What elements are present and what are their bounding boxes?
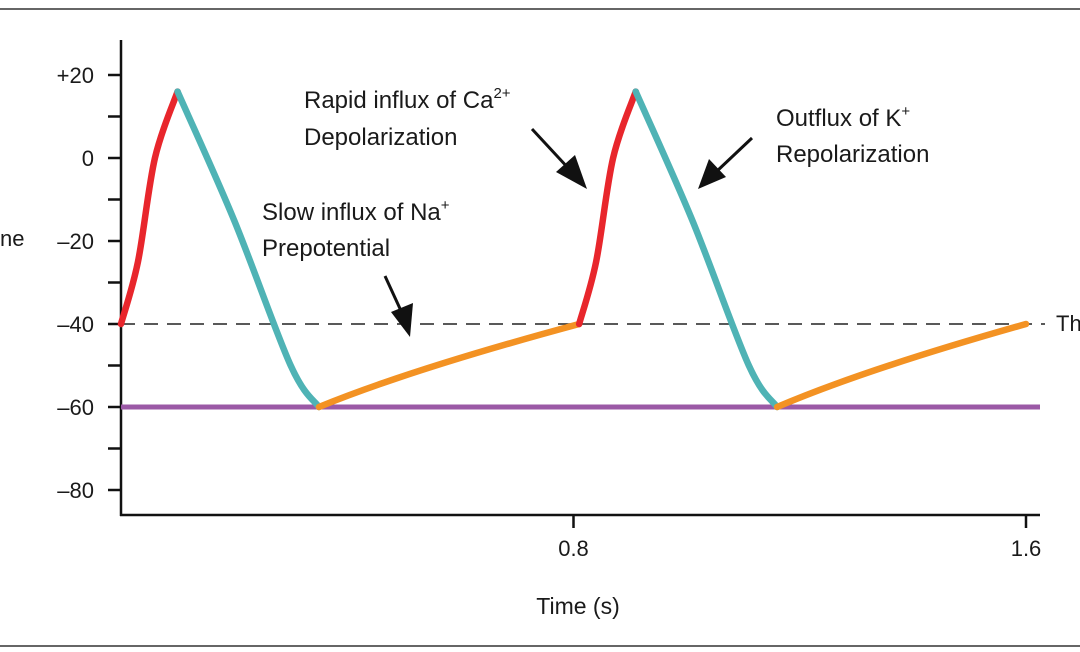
annotation-na-line2: Prepotential xyxy=(262,235,390,262)
annotation-ca-line2: Depolarization xyxy=(304,124,457,151)
curve-segment-depolarization-3 xyxy=(575,88,639,328)
membrane-potential-curve xyxy=(117,88,1030,411)
threshold-label-fragment: Th xyxy=(1056,311,1080,336)
x-axis-ticks: 0.8 1.6 xyxy=(558,515,1041,561)
arrow-k-icon xyxy=(698,136,754,189)
y-tick-label: –20 xyxy=(57,229,94,254)
x-tick-label: 0.8 xyxy=(558,536,589,561)
y-tick-label: +20 xyxy=(57,63,94,88)
annotation-k-line1: Outflux of K+ xyxy=(776,103,910,132)
curve-segment-repolarization-4 xyxy=(632,88,781,411)
annotation-na-line1: Slow influx of Na+ xyxy=(262,197,450,226)
curve-segment-prepotential-5 xyxy=(773,320,1030,411)
arrow-ca-icon xyxy=(530,127,587,189)
y-tick-label: 0 xyxy=(82,146,94,171)
y-tick-label: –40 xyxy=(57,312,94,337)
annotation-k-line2: Repolarization xyxy=(776,141,929,168)
arrow-na-icon xyxy=(383,275,413,337)
curve-segment-repolarization-1 xyxy=(174,88,323,411)
y-axis-title-fragment: ne xyxy=(0,226,24,251)
y-tick-label: –80 xyxy=(57,478,94,503)
y-tick-label: –60 xyxy=(57,395,94,420)
y-axis-ticks: +20 0 –20 –40 –60 –80 xyxy=(57,63,121,503)
annotation-ca-line1: Rapid influx of Ca2+ xyxy=(304,85,511,114)
curve-segment-prepotential-2 xyxy=(315,320,583,411)
x-tick-label: 1.6 xyxy=(1011,536,1042,561)
curve-segment-depolarization-0 xyxy=(117,88,181,328)
x-axis-title: Time (s) xyxy=(536,593,619,619)
